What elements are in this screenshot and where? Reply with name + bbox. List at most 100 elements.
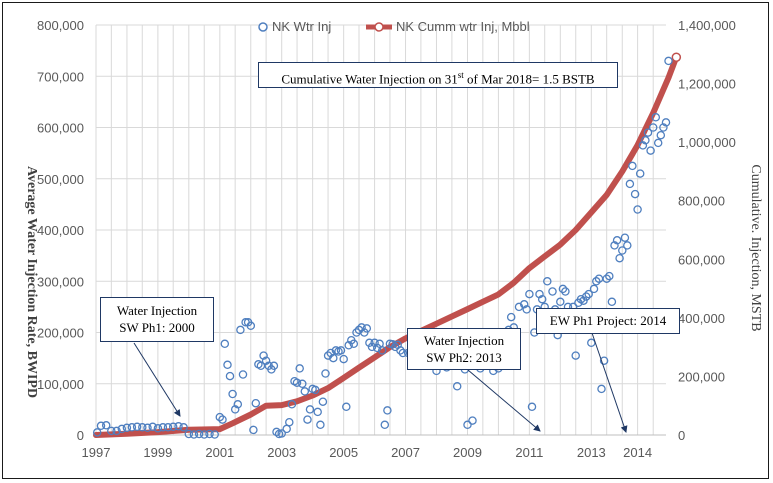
scatter-point bbox=[635, 169, 645, 178]
x-tick-label: 1997 bbox=[82, 445, 111, 460]
scatter-point bbox=[661, 118, 671, 127]
annotation-ph2: Water Injection SW Ph2: 2013 bbox=[407, 328, 521, 370]
scatter-point bbox=[236, 325, 245, 335]
legend-marker-wtr-inj bbox=[258, 22, 268, 32]
scatter-point bbox=[615, 253, 624, 263]
legend-item-cumm-inj: NK Cumm wtr Inj, Mbbl bbox=[366, 19, 530, 34]
legend-label-wtr-inj: NK Wtr Inj bbox=[272, 19, 331, 34]
scatter-point bbox=[561, 287, 570, 296]
scatter-point bbox=[194, 429, 204, 439]
scatter-point bbox=[589, 284, 599, 294]
right-tick-label: 1,200,000 bbox=[678, 77, 736, 92]
right-tick-label: 200,000 bbox=[678, 369, 725, 384]
scatter-point bbox=[329, 353, 338, 363]
scatter-point bbox=[228, 389, 237, 399]
scatter-point bbox=[210, 430, 219, 439]
scatter-point bbox=[344, 341, 353, 350]
scatter-point bbox=[571, 351, 580, 360]
scatter-point bbox=[158, 423, 168, 432]
scatter-point bbox=[618, 246, 627, 255]
scatter-point bbox=[233, 400, 243, 409]
scatter-point bbox=[305, 405, 315, 414]
left-tick-label: 800,000 bbox=[37, 18, 84, 33]
scatter-point bbox=[506, 312, 516, 322]
scatter-point bbox=[220, 339, 230, 349]
annotation-ph2-line1: Water Injection bbox=[423, 333, 505, 348]
scatter-point bbox=[630, 189, 640, 199]
scatter-point bbox=[323, 351, 333, 360]
scatter-point bbox=[342, 402, 351, 412]
annotation-ph1-line2: SW Ph1: 2000 bbox=[119, 320, 195, 335]
scatter-point bbox=[168, 422, 178, 432]
scatter-point bbox=[259, 351, 268, 360]
scatter-point bbox=[132, 422, 142, 432]
scatter-point bbox=[543, 277, 552, 286]
scatter-point bbox=[326, 348, 335, 358]
right-tick-label: 1,400,000 bbox=[678, 18, 736, 33]
scatter-point bbox=[277, 429, 286, 438]
scatter-point bbox=[336, 346, 346, 355]
scatter-point bbox=[205, 429, 214, 439]
legend: NK Wtr Inj NK Cumm wtr Inj, Mbbl bbox=[258, 19, 530, 34]
scatter-point bbox=[656, 130, 666, 140]
x-tick-label: 1999 bbox=[143, 445, 172, 460]
x-tick-label: 2011 bbox=[515, 445, 543, 460]
gridlines bbox=[95, 24, 666, 436]
scatter-point bbox=[468, 416, 477, 425]
scatter-point bbox=[313, 407, 322, 417]
scatter-point bbox=[388, 340, 397, 349]
annotation-ph1: Water Injection SW Ph1: 2000 bbox=[100, 297, 214, 342]
scatter-point bbox=[612, 236, 622, 245]
scatter-point bbox=[112, 426, 121, 436]
scatter-point bbox=[215, 412, 225, 422]
scatter-point bbox=[272, 427, 281, 437]
scatter-point bbox=[653, 138, 663, 148]
scatter-point bbox=[92, 428, 102, 437]
scatter-point bbox=[377, 346, 387, 355]
scatter-point bbox=[372, 343, 382, 353]
scatter-point bbox=[620, 233, 630, 242]
left-axis-title: Average Water Injection Rate, BWIPD bbox=[24, 166, 39, 398]
annotation-ph2-line2: SW Ph2: 2013 bbox=[426, 350, 502, 365]
scatter-point bbox=[316, 420, 325, 430]
scatter-point bbox=[607, 297, 617, 307]
scatter-point bbox=[646, 146, 655, 155]
scatter-point bbox=[249, 425, 258, 435]
x-tick-label: 2005 bbox=[329, 445, 358, 460]
scatter-point bbox=[452, 382, 462, 391]
scatter-point bbox=[599, 356, 609, 365]
right-axis-title: Cumulative. Injection, MSTB bbox=[748, 164, 763, 331]
scatter-point bbox=[641, 136, 650, 145]
scatter-point bbox=[605, 271, 614, 281]
scatter-point bbox=[370, 338, 379, 348]
legend-marker-cumm-inj bbox=[374, 22, 384, 32]
scatter-point bbox=[261, 356, 271, 365]
scatter-point bbox=[339, 354, 348, 364]
scatter-point bbox=[380, 420, 390, 430]
left-tick-label: 600,000 bbox=[37, 121, 84, 136]
x-tick-label: 2001 bbox=[205, 445, 234, 460]
scatter-point bbox=[223, 360, 232, 370]
scatter-point bbox=[148, 422, 157, 432]
scatter-point bbox=[303, 415, 312, 424]
arrow-ph1 bbox=[133, 342, 181, 417]
scatter-point bbox=[179, 423, 188, 432]
scatter-point bbox=[556, 297, 565, 307]
scatter-point bbox=[396, 346, 405, 355]
scatter-point bbox=[321, 369, 330, 378]
right-axis-ticks: 0 200,000 400,000 600,000 800,000 1,000,000 1,… bbox=[678, 18, 736, 443]
right-tick-label: 1,000,000 bbox=[678, 135, 736, 150]
water-injection-series bbox=[92, 56, 673, 439]
x-tick-label: 2014 bbox=[623, 445, 652, 460]
scatter-point bbox=[238, 370, 248, 379]
cumulative-end-point bbox=[671, 52, 682, 62]
scatter-point bbox=[163, 423, 173, 432]
scatter-point bbox=[246, 321, 256, 331]
scatter-point bbox=[174, 422, 183, 431]
scatter-point bbox=[349, 339, 359, 349]
scatter-point bbox=[638, 141, 648, 150]
right-tick-label: 600,000 bbox=[678, 252, 725, 267]
scatter-point bbox=[285, 417, 294, 427]
scatter-point bbox=[269, 361, 279, 371]
scatter-point bbox=[251, 398, 261, 408]
